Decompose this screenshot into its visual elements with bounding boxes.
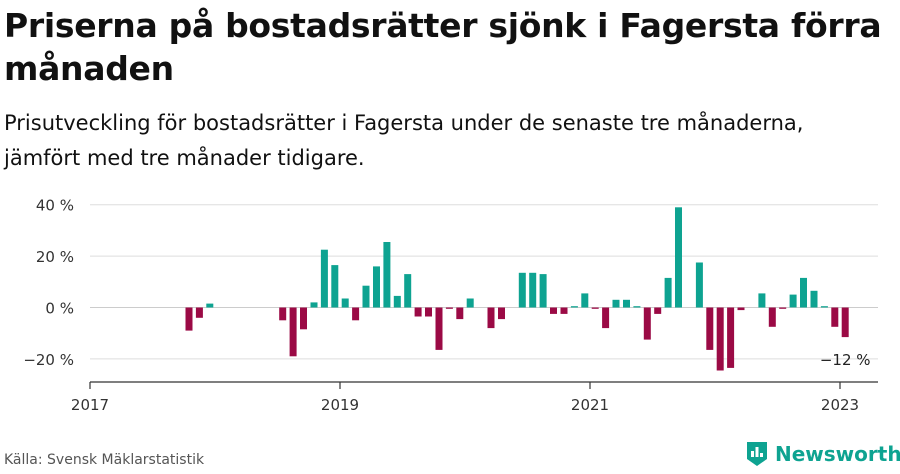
x-tick-label: 2017	[71, 396, 109, 414]
bar	[279, 307, 287, 321]
bar	[570, 306, 578, 308]
bar	[716, 307, 724, 371]
bar	[695, 262, 703, 308]
y-tick-label: 40 %	[36, 197, 74, 215]
bar	[310, 302, 318, 308]
axis-layer: 2017 2019 2021 2023	[71, 381, 878, 414]
x-tick-label: 2021	[571, 396, 609, 414]
bar	[206, 303, 214, 308]
grid-layer: −20 % 0 % 20 % 40 %	[23, 197, 878, 369]
bar	[591, 307, 599, 309]
y-tick-label: 0 %	[45, 300, 74, 318]
bar	[445, 307, 453, 309]
bar	[768, 307, 776, 327]
bar	[602, 307, 610, 329]
bar	[414, 307, 422, 317]
bar	[487, 307, 495, 329]
bar	[789, 294, 797, 308]
bar	[643, 307, 651, 340]
bar	[331, 265, 339, 308]
bar	[185, 307, 193, 331]
bar	[706, 307, 714, 350]
brand-name: Newsworthy	[775, 442, 900, 466]
x-tick-label: 2023	[821, 396, 859, 414]
bar	[435, 307, 443, 350]
bar	[820, 306, 828, 308]
bar	[810, 290, 818, 308]
bar	[737, 307, 745, 311]
bar	[352, 307, 360, 321]
bar	[675, 207, 682, 308]
last-value-annotation: −12 %	[820, 351, 871, 369]
bar	[383, 242, 391, 308]
bar	[758, 293, 766, 308]
newsworthy-logo-icon	[747, 442, 767, 466]
bar	[373, 266, 380, 308]
bar	[800, 277, 807, 308]
bar	[581, 293, 589, 308]
y-tick-label: −20 %	[23, 351, 74, 369]
bar	[393, 295, 401, 308]
bars-layer	[185, 207, 849, 371]
bar	[841, 307, 849, 338]
bar	[404, 274, 412, 308]
bar	[320, 249, 328, 308]
source-credit: Källa: Svensk Mäklarstatistik	[4, 452, 205, 468]
bar	[831, 307, 839, 327]
bar	[195, 307, 203, 318]
bar	[498, 307, 505, 320]
chart-title: Priserna på bostadsrätter sjönk i Fagers…	[4, 6, 882, 88]
bar	[550, 307, 557, 314]
bar	[560, 307, 568, 314]
bar	[466, 298, 474, 308]
bar	[654, 307, 662, 314]
bar	[300, 307, 307, 330]
bar	[612, 299, 620, 308]
x-tick-label: 2019	[321, 396, 359, 414]
bar	[518, 272, 526, 308]
bar	[623, 299, 630, 308]
brand-logo: Newsworthy	[745, 441, 900, 467]
bar	[779, 307, 787, 309]
bar	[664, 277, 672, 308]
bar	[341, 298, 349, 308]
bar	[425, 307, 432, 317]
chart-subtitle: Prisutveckling för bostadsrätter i Fager…	[4, 111, 804, 170]
bar	[529, 272, 537, 308]
bar	[289, 307, 297, 357]
bar	[539, 274, 547, 308]
y-tick-label: 20 %	[36, 248, 74, 266]
bar	[456, 307, 464, 320]
bar	[362, 285, 370, 308]
bar	[633, 306, 641, 308]
bar	[727, 307, 735, 368]
